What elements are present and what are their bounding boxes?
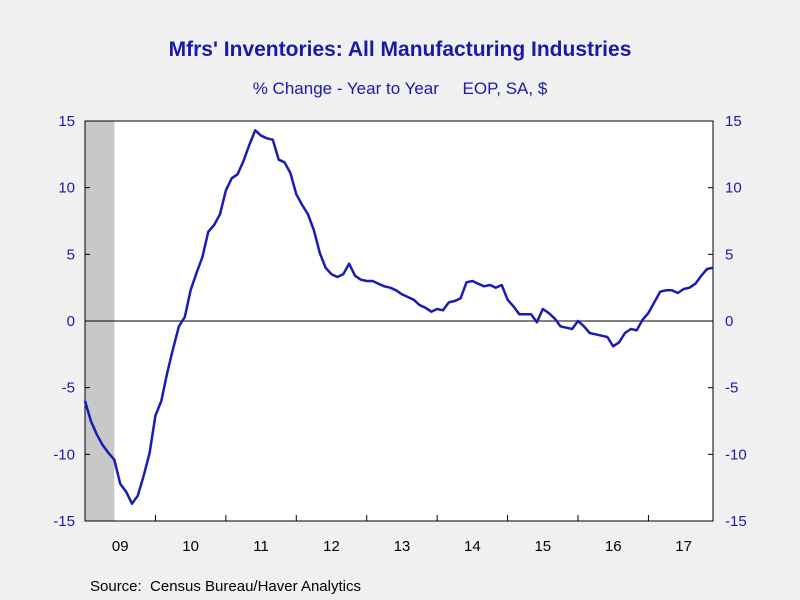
- x-tick-label: 17: [675, 538, 692, 555]
- y-tick-label-left: -15: [53, 513, 75, 530]
- y-tick-label-right: 5: [725, 246, 733, 263]
- x-tick-label: 09: [112, 538, 129, 555]
- chart-title: Mfrs' Inventories: All Manufacturing Ind…: [168, 38, 632, 61]
- x-tick-label: 12: [323, 538, 340, 555]
- y-tick-label-left: 5: [67, 246, 75, 263]
- y-tick-label-right: 0: [725, 313, 733, 330]
- x-tick-label: 15: [534, 538, 551, 555]
- x-tick-label: 10: [182, 538, 199, 555]
- y-tick-label-right: -15: [725, 513, 747, 530]
- x-tick-label: 16: [605, 538, 622, 555]
- x-tick-label: 13: [394, 538, 411, 555]
- x-tick-label: 14: [464, 538, 481, 555]
- y-tick-label-left: 0: [67, 313, 75, 330]
- y-tick-label-right: 15: [725, 113, 742, 130]
- y-tick-label-left: -10: [53, 446, 75, 463]
- chart-source: Source: Census Bureau/Haver Analytics: [90, 578, 361, 595]
- y-tick-label-right: -10: [725, 446, 747, 463]
- y-tick-label-left: 10: [58, 180, 75, 197]
- y-tick-label-right: 10: [725, 180, 742, 197]
- y-tick-label-left: -5: [62, 380, 75, 397]
- chart-subtitle: % Change - Year to Year EOP, SA, $: [252, 79, 548, 98]
- y-tick-label-right: -5: [725, 380, 738, 397]
- series-line: [83, 129, 714, 505]
- x-tick-label: 11: [253, 538, 269, 555]
- y-tick-label-left: 15: [58, 113, 75, 130]
